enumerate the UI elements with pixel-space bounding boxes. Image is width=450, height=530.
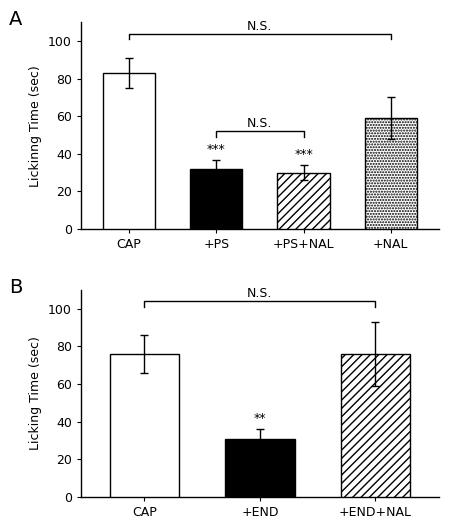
Text: N.S.: N.S. (247, 287, 273, 301)
Text: **: ** (254, 412, 266, 426)
Bar (364, 118, 417, 229)
Bar (103, 73, 155, 229)
Bar (110, 354, 179, 497)
Bar (225, 438, 294, 497)
Text: N.S.: N.S. (247, 20, 273, 32)
Bar (190, 169, 243, 229)
Text: B: B (9, 278, 22, 297)
Text: ***: *** (207, 143, 225, 156)
Y-axis label: Licking Time (sec): Licking Time (sec) (29, 337, 42, 450)
Text: N.S.: N.S. (247, 117, 273, 130)
Text: ***: *** (294, 148, 313, 162)
Bar (277, 173, 330, 229)
Y-axis label: Lickinng Time (sec): Lickinng Time (sec) (29, 65, 42, 187)
Text: A: A (9, 10, 22, 29)
Bar (341, 354, 410, 497)
